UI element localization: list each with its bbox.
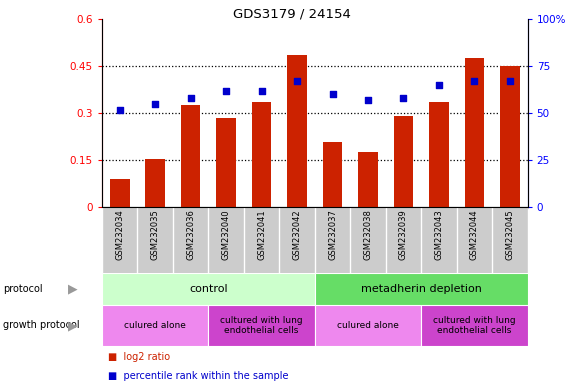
Bar xyxy=(323,142,342,207)
Bar xyxy=(421,305,528,346)
Bar xyxy=(500,66,519,207)
Text: cultured with lung
endothelial cells: cultured with lung endothelial cells xyxy=(220,316,303,335)
Bar xyxy=(146,159,165,207)
Bar xyxy=(315,273,528,305)
Text: ■  log2 ratio: ■ log2 ratio xyxy=(108,352,170,362)
Bar xyxy=(287,55,307,207)
Text: ▶: ▶ xyxy=(68,283,78,295)
Text: GSM232045: GSM232045 xyxy=(505,209,514,260)
Point xyxy=(115,106,124,113)
Text: ▶: ▶ xyxy=(68,319,78,332)
Point xyxy=(434,82,444,88)
Text: cultured with lung
endothelial cells: cultured with lung endothelial cells xyxy=(433,316,516,335)
Text: GSM232042: GSM232042 xyxy=(293,209,301,260)
Bar xyxy=(102,273,315,305)
Text: GSM232036: GSM232036 xyxy=(186,209,195,260)
Bar xyxy=(359,152,378,207)
Bar xyxy=(209,305,315,346)
Text: culured alone: culured alone xyxy=(124,321,186,330)
Bar xyxy=(110,179,129,207)
Point xyxy=(150,101,160,107)
Text: GSM232037: GSM232037 xyxy=(328,209,337,260)
Text: GSM232040: GSM232040 xyxy=(222,209,231,260)
Point xyxy=(328,91,337,98)
Text: GSM232035: GSM232035 xyxy=(151,209,160,260)
Text: GSM232038: GSM232038 xyxy=(364,209,373,260)
Text: protocol: protocol xyxy=(3,284,43,294)
Text: metadherin depletion: metadherin depletion xyxy=(361,284,482,294)
Text: GSM232041: GSM232041 xyxy=(257,209,266,260)
Point xyxy=(293,78,302,84)
Text: GSM232039: GSM232039 xyxy=(399,209,408,260)
Text: GSM232043: GSM232043 xyxy=(434,209,444,260)
Point xyxy=(186,95,195,101)
Point xyxy=(399,95,408,101)
Text: growth protocol: growth protocol xyxy=(3,320,79,331)
Bar xyxy=(465,58,484,207)
Bar xyxy=(394,116,413,207)
Bar xyxy=(216,118,236,207)
Bar xyxy=(252,102,271,207)
Point xyxy=(222,88,231,94)
Text: ■  percentile rank within the sample: ■ percentile rank within the sample xyxy=(108,371,289,381)
Bar xyxy=(315,305,421,346)
Point xyxy=(505,78,515,84)
Point xyxy=(257,88,266,94)
Text: GDS3179 / 24154: GDS3179 / 24154 xyxy=(233,8,350,21)
Text: GSM232034: GSM232034 xyxy=(115,209,124,260)
Point xyxy=(470,78,479,84)
Text: GSM232044: GSM232044 xyxy=(470,209,479,260)
Bar xyxy=(102,305,209,346)
Text: culured alone: culured alone xyxy=(337,321,399,330)
Bar xyxy=(429,102,449,207)
Point xyxy=(363,97,373,103)
Bar xyxy=(181,106,201,207)
Text: control: control xyxy=(189,284,228,294)
